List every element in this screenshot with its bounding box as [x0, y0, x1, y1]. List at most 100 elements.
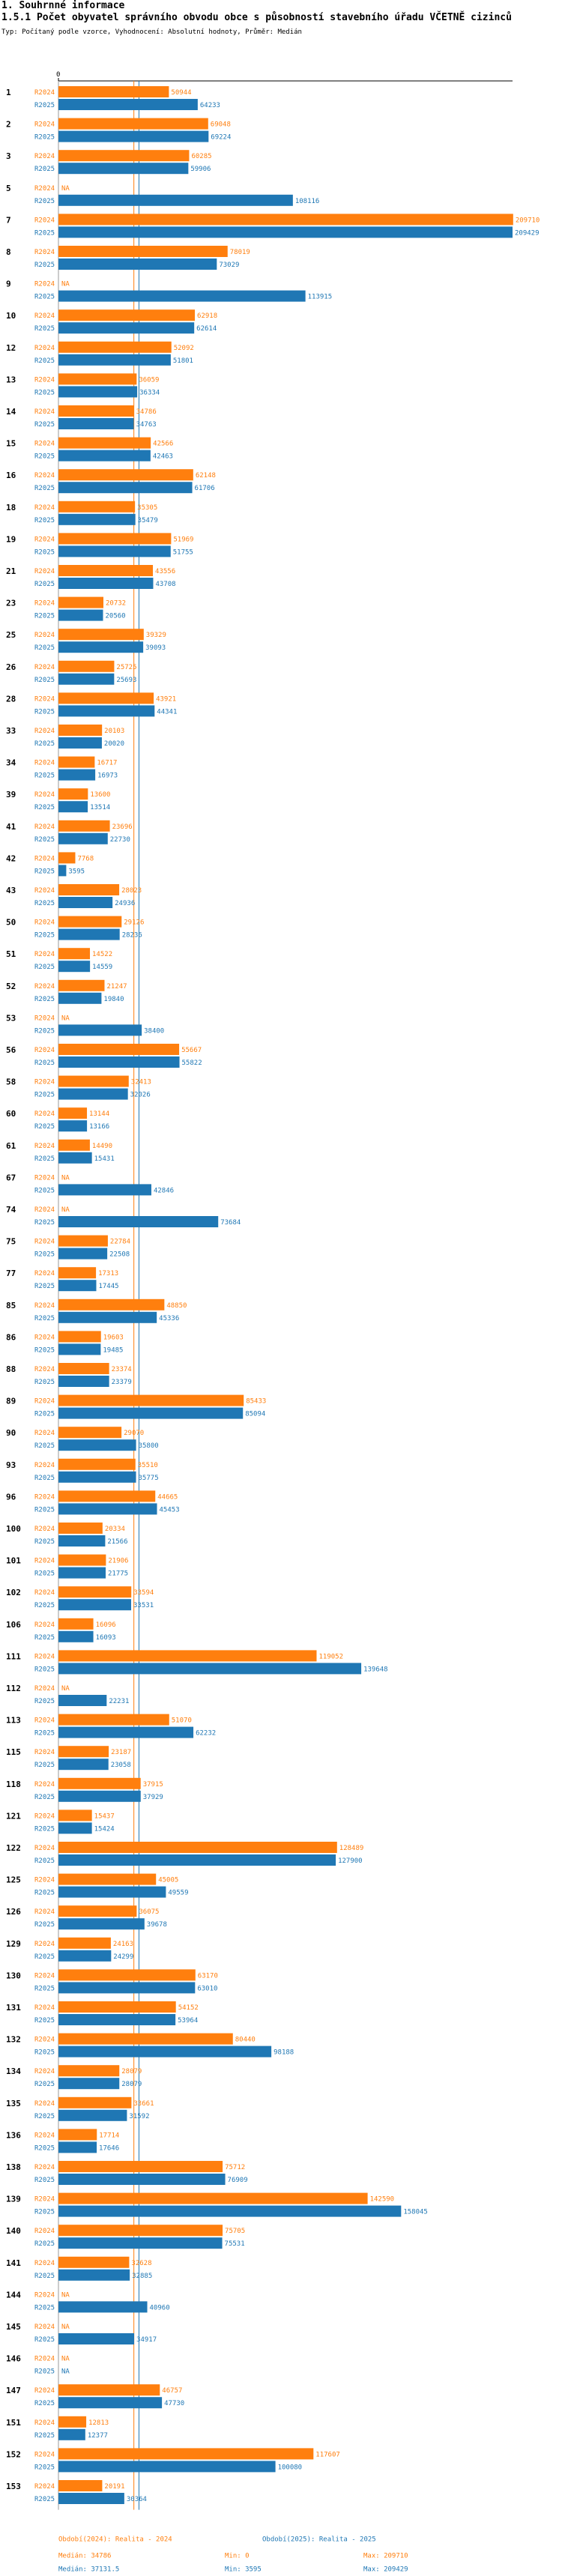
bar-value-label: 61706 [195, 485, 215, 492]
series-row-label: R2025 [34, 708, 55, 716]
category-label: 2 [6, 120, 11, 130]
series-row-label: R2025 [34, 1602, 55, 1609]
category-label: 129 [6, 1939, 21, 1949]
category-group-33: 33 R2024 20103 R2025 20020 [6, 725, 124, 749]
series-row-label: R2025 [34, 1283, 55, 1290]
series-row-label: R2024 [34, 1493, 55, 1501]
category-label: 53 [6, 1013, 16, 1023]
bar-value-label: 29070 [124, 1430, 144, 1437]
category-group-129: 129 R2024 24163 R2025 24299 [6, 1937, 133, 1962]
category-group-102: 102 R2024 33594 R2025 33531 [6, 1586, 154, 1611]
category-label: 86 [6, 1332, 16, 1342]
series-row-label: R2025 [34, 1251, 55, 1259]
series-row-label: R2025 [34, 773, 55, 780]
bar-value-label: 22784 [110, 1239, 130, 1246]
bar-r2025 [58, 1056, 180, 1068]
category-label: 113 [6, 1716, 21, 1726]
series-row-label: R2024 [34, 472, 55, 480]
series-row-label: R2025 [34, 1825, 55, 1833]
series-row-label: R2024 [34, 153, 55, 160]
bar-value-label: 46757 [162, 2387, 182, 2395]
bar-value-label: 35800 [139, 1442, 159, 1450]
series-row-label: R2024 [34, 2132, 55, 2139]
category-group-42: 42 R2024 7768 R2025 3595 [6, 852, 94, 877]
bar-r2024 [58, 1267, 97, 1279]
category-group-106: 106 R2024 16096 R2025 16093 [6, 1618, 116, 1642]
series-row-label: R2025 [34, 644, 55, 652]
series-row-label: R2024 [34, 281, 55, 288]
category-group-89: 89 R2024 85433 R2025 85094 [6, 1394, 266, 1419]
bar-r2024 [58, 373, 137, 385]
bar-r2025 [58, 1918, 145, 1930]
category-group-41: 41 R2024 23696 R2025 22730 [6, 820, 133, 844]
series-row-label: R2025 [34, 1634, 55, 1642]
series-row-label: R2025 [34, 1730, 55, 1738]
bar-r2024 [58, 469, 193, 481]
bar-value-label: 23187 [111, 1749, 131, 1756]
bar-value-label: 33661 [133, 2100, 154, 2108]
bar-value-label: 127900 [338, 1857, 363, 1865]
bar-r2025 [58, 578, 154, 589]
series-row-label: R2025 [34, 1346, 55, 1354]
bar-r2025 [58, 1024, 142, 1036]
bar-r2025 [58, 801, 88, 813]
bar-r2025 [58, 2428, 85, 2440]
bar-r2025 [58, 641, 144, 653]
series-row-label: R2024 [34, 791, 55, 799]
bar-r2025 [58, 258, 217, 270]
bar-r2024 [58, 86, 169, 97]
bar-value-label: 13514 [90, 804, 110, 811]
bar-value-label: 100080 [278, 2464, 303, 2471]
bar-value-label: 78019 [230, 249, 250, 256]
series-row-label: R2024 [34, 1908, 55, 1916]
bar-r2025 [58, 290, 306, 302]
series-row-label: R2024 [34, 1749, 55, 1756]
category-label: 140 [6, 2226, 21, 2236]
series-row-label: R2025 [34, 1506, 55, 1514]
bar-r2025 [58, 2109, 127, 2121]
series-row-label: R2025 [34, 1985, 55, 1992]
bar-value-label: 14522 [92, 951, 112, 958]
series-row-label: R2025 [34, 2081, 55, 2088]
category-group-39: 39 R2024 13600 R2025 13514 [6, 788, 110, 813]
bar-r2025 [58, 2174, 226, 2185]
series-row-label: R2024 [34, 345, 55, 352]
bar-r2024 [58, 1298, 165, 1310]
bar-value-label: 17714 [99, 2132, 119, 2139]
category-group-58: 58 R2024 32413 R2025 32026 [6, 1075, 151, 1100]
bar-value-label: 24163 [113, 1941, 133, 1948]
bar-r2024 [58, 1842, 337, 1853]
category-group-96: 96 R2024 44665 R2025 45453 [6, 1490, 180, 1515]
series-row-label: R2024 [34, 1430, 55, 1437]
bar-value-label: 22231 [109, 1698, 129, 1705]
bar-r2024 [58, 341, 172, 353]
bar-r2025 [58, 1695, 107, 1706]
category-label: 121 [6, 1811, 21, 1821]
bar-value-label: 48850 [166, 1302, 187, 1310]
bar-value-label: 14559 [92, 964, 112, 971]
bar-value-label: 60285 [191, 153, 211, 160]
bar-r2024 [58, 884, 120, 895]
bar-value-label: 16096 [96, 1621, 116, 1629]
series-row-label: R2025 [34, 325, 55, 333]
bar-r2024 [58, 2033, 233, 2045]
bar-value-label: 15437 [94, 1812, 115, 1820]
bar-value-label: 73029 [219, 261, 239, 269]
series-row-label: R2024 [34, 2323, 55, 2331]
bar-value-label: 31592 [129, 2113, 149, 2120]
series-row-label: R2024 [34, 632, 55, 639]
series-row-label: R2025 [34, 2209, 55, 2216]
bar-r2025 [58, 2205, 402, 2217]
bar-value-label: 142590 [370, 2196, 395, 2204]
category-label: 136 [6, 2130, 21, 2140]
series-row-label: R2024 [34, 1781, 55, 1789]
series-row-label: R2025 [34, 2400, 55, 2407]
bar-value-label: 158045 [403, 2209, 428, 2216]
category-label: 132 [6, 2035, 21, 2045]
category-label: 14 [6, 407, 16, 417]
category-group-139: 139 R2024 142590 R2025 158045 [6, 2192, 428, 2217]
series-row-label: R2024 [34, 408, 55, 416]
bar-value-label: 43708 [155, 581, 175, 588]
category-group-113: 113 R2024 51070 R2025 62232 [6, 1714, 216, 1738]
